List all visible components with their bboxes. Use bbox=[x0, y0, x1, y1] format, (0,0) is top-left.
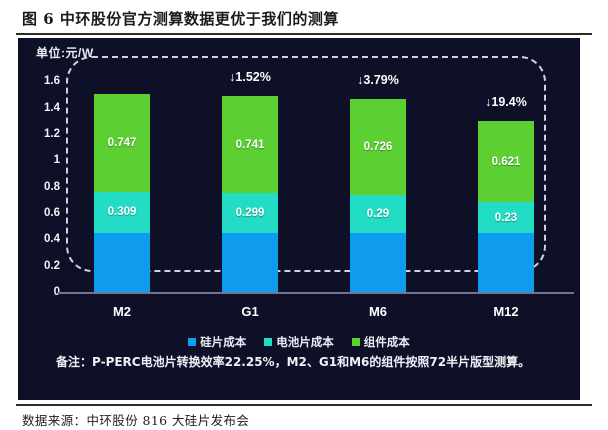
bar-segment-wafer[interactable] bbox=[222, 232, 278, 292]
bar-value-label: 0.747 bbox=[107, 136, 137, 149]
bar-segment-module[interactable]: 0.726 bbox=[350, 98, 406, 195]
bar-value-label: 0.726 bbox=[363, 140, 393, 153]
page-title: 图 6 中环股份官方测算数据更优于我们的测算 bbox=[22, 10, 339, 28]
x-axis-tick-label: M6 bbox=[368, 304, 388, 319]
legend-item[interactable]: 组件成本 bbox=[351, 334, 410, 350]
legend-swatch-icon bbox=[264, 338, 273, 346]
bar-delta-annotation: ↓3.79% bbox=[357, 72, 399, 87]
legend-swatch-icon bbox=[188, 338, 197, 346]
title-divider bbox=[16, 33, 592, 35]
bar-value-label: 0.23 bbox=[494, 211, 518, 224]
y-axis-tick-label: 1.2 bbox=[44, 127, 60, 140]
bar-segment-cell[interactable]: 0.29 bbox=[350, 194, 406, 233]
bar-value-label: 0.299 bbox=[235, 207, 265, 220]
y-axis-tick-label: 0.2 bbox=[44, 259, 60, 272]
bar-value-label: 0.621 bbox=[491, 155, 521, 168]
y-axis-tick-label: 0 bbox=[53, 286, 60, 298]
bar-delta-annotation: ↓19.4% bbox=[485, 94, 527, 109]
bar-delta-annotation: ↓1.52% bbox=[229, 69, 271, 84]
source-text: 数据来源：中环股份 816 大硅片发布会 bbox=[22, 413, 250, 428]
y-axis-tick-label: 1.6 bbox=[44, 75, 60, 88]
x-axis-tick-label: M2 bbox=[112, 304, 132, 319]
bar-segment-wafer[interactable] bbox=[94, 232, 150, 292]
bar-segment-cell[interactable]: 0.309 bbox=[94, 192, 150, 233]
legend-swatch-icon bbox=[351, 338, 360, 346]
legend-label: 电池片成本 bbox=[276, 335, 334, 349]
bar-segment-module[interactable]: 0.747 bbox=[94, 93, 150, 193]
chart-note: 备注：P-PERC电池片转换效率22.25%，M2、G1和M6的组件按照72半片… bbox=[56, 355, 531, 369]
bar-segment-module[interactable]: 0.741 bbox=[222, 95, 278, 194]
y-axis-tick-label: 0.8 bbox=[44, 180, 60, 193]
y-axis-tick-label: 1 bbox=[53, 154, 60, 167]
bar-value-label: 0.741 bbox=[235, 138, 265, 151]
chart-panel: 单位:元/W 0 0.2 0.4 0.6 0.8 1 1.2 1.4 1.6 硅片成本 电池片成本… bbox=[18, 38, 580, 400]
bar-value-label: 0.309 bbox=[107, 206, 137, 219]
bar-segment-cell[interactable]: 0.23 bbox=[478, 202, 534, 233]
x-axis-tick-label: G1 bbox=[241, 304, 259, 319]
legend-label: 硅片成本 bbox=[200, 335, 247, 349]
bar-segment-module[interactable]: 0.621 bbox=[478, 120, 534, 203]
bar-group[interactable]: 0.741 0.299 bbox=[222, 95, 278, 292]
y-axis-tick-label: 0.6 bbox=[44, 206, 60, 219]
legend-label: 组件成本 bbox=[363, 335, 410, 349]
bar-group[interactable]: 0.621 0.23 bbox=[478, 120, 534, 292]
legend-item[interactable]: 硅片成本 bbox=[188, 334, 246, 350]
y-axis-ticks: 0 0.2 0.4 0.6 0.8 1 1.2 1.4 1.6 bbox=[24, 38, 60, 400]
x-axis-tick-label: M12 bbox=[493, 304, 519, 319]
source-divider bbox=[16, 404, 592, 406]
legend-item[interactable]: 电池片成本 bbox=[264, 334, 334, 350]
bar-group[interactable]: 0.747 0.309 bbox=[94, 93, 150, 292]
bar-segment-wafer[interactable] bbox=[478, 232, 534, 292]
y-axis-tick-label: 1.4 bbox=[44, 101, 60, 114]
bar-segment-cell[interactable]: 0.299 bbox=[222, 193, 278, 233]
chart-legend: 硅片成本 电池片成本 组件成本 bbox=[18, 334, 580, 350]
y-axis-tick-label: 0.4 bbox=[44, 233, 60, 246]
bar-value-label: 0.29 bbox=[366, 207, 390, 220]
bar-group[interactable]: 0.726 0.29 bbox=[350, 98, 406, 292]
x-axis-line bbox=[58, 292, 574, 294]
bar-segment-wafer[interactable] bbox=[350, 232, 406, 292]
